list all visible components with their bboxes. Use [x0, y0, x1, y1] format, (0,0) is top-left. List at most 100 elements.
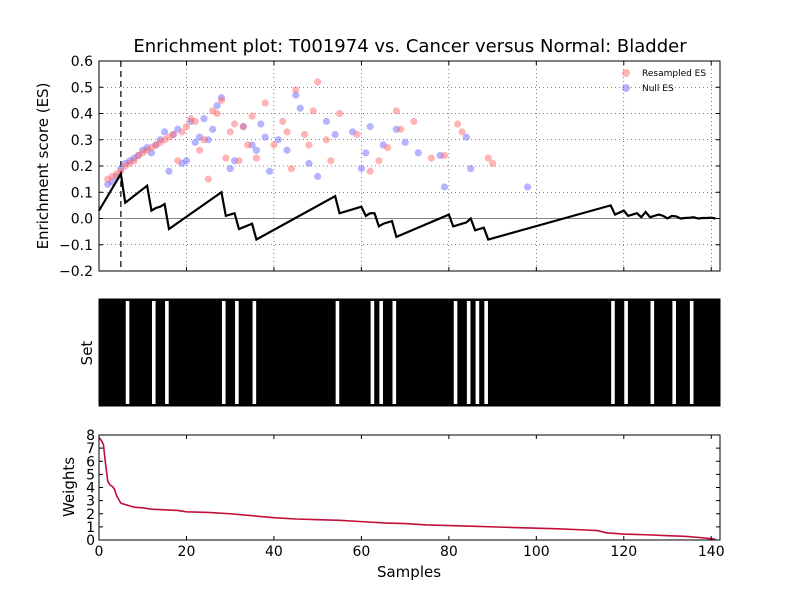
chart-title: Enrichment plot: T001974 vs. Cancer vers…	[133, 36, 687, 57]
resampled-es-point	[248, 112, 256, 120]
resampled-es-point	[226, 128, 234, 136]
null-es-point	[467, 165, 475, 173]
set-member-bar	[475, 301, 480, 404]
resampled-es-point	[454, 120, 462, 128]
resampled-es-point	[217, 96, 226, 104]
resampled-es-point	[353, 130, 361, 139]
set-member-bar	[466, 301, 471, 404]
resampled-es-point	[397, 125, 405, 133]
set-barcode-background	[98, 298, 721, 407]
null-es-point	[305, 159, 313, 167]
null-es-point	[209, 125, 217, 133]
null-es-point	[357, 165, 365, 173]
null-es-point	[213, 102, 221, 110]
samples-xtick-label: 0	[95, 544, 104, 560]
legend-resampled-marker	[622, 69, 630, 77]
samples-xtick-label: 20	[178, 544, 196, 560]
null-es-point	[274, 136, 282, 144]
null-es-point	[523, 183, 532, 191]
null-es-point	[331, 130, 339, 139]
null-es-point	[261, 133, 269, 141]
null-es-point	[440, 183, 449, 191]
resampled-es-point	[235, 157, 243, 165]
weights-line	[98, 437, 716, 541]
es-ytick-label: 0.0	[71, 212, 93, 228]
samples-xtick-label: 40	[265, 544, 283, 560]
null-es-point	[257, 120, 265, 128]
weights-ytick-label: 5	[86, 467, 95, 483]
null-es-point	[414, 149, 422, 157]
set-member-bar	[335, 301, 340, 404]
legend-null-label: Null ES	[642, 84, 674, 94]
es-ytick-label: 0.5	[71, 80, 93, 96]
null-es-point	[191, 138, 199, 146]
set-member-bar	[125, 301, 130, 404]
resampled-es-point	[222, 154, 230, 162]
null-es-point	[252, 146, 261, 154]
null-es-point	[160, 128, 169, 136]
weights-ytick-label: 0	[86, 533, 95, 549]
weights-axis-label: Weights	[60, 457, 78, 517]
weights-ytick-label: 3	[86, 494, 95, 510]
set-member-bar	[379, 301, 383, 404]
samples-xtick-label: 100	[523, 544, 550, 560]
resampled-es-point	[204, 175, 212, 183]
resampled-es-point	[458, 128, 466, 136]
es-running-sum-line	[98, 170, 716, 242]
weights-ytick-label: 7	[86, 441, 95, 457]
set-member-bar	[484, 301, 488, 404]
weights-ytick-label: 2	[86, 507, 95, 523]
resampled-es-point	[261, 99, 269, 107]
set-member-bar	[672, 301, 676, 404]
null-es-point	[265, 167, 274, 175]
set-member-bar	[151, 301, 156, 404]
resampled-es-point	[392, 107, 400, 115]
es-ytick-label: 0.3	[71, 133, 93, 149]
resampled-es-point	[300, 130, 309, 139]
weights-ytick-label: 1	[86, 520, 95, 536]
resampled-es-point	[117, 167, 125, 175]
null-es-point	[401, 138, 409, 146]
null-es-point	[322, 117, 331, 125]
null-es-point	[292, 91, 300, 99]
es-ytick-label: 0.2	[71, 159, 93, 175]
resampled-es-point	[335, 109, 344, 118]
resampled-es-point	[292, 86, 300, 94]
null-es-point	[200, 115, 208, 123]
samples-axis-label: Samples	[377, 563, 441, 581]
set-member-bar	[689, 301, 694, 404]
null-es-point	[226, 165, 234, 173]
resampled-es-point	[213, 109, 221, 118]
null-es-point	[283, 146, 291, 154]
set-member-bar	[221, 301, 226, 404]
resampled-es-point	[427, 154, 435, 162]
resampled-es-point	[252, 154, 261, 162]
set-barcode-panel: Set	[78, 298, 721, 407]
resampled-es-point	[174, 157, 182, 165]
es-ytick-label: −0.1	[59, 238, 93, 254]
null-es-point	[165, 167, 173, 175]
resampled-es-point	[169, 130, 177, 139]
null-es-point	[366, 123, 374, 131]
null-es-point	[314, 172, 322, 181]
resampled-es-point	[283, 128, 291, 136]
resampled-es-point	[309, 107, 317, 115]
resampled-es-point	[484, 154, 492, 162]
resampled-es-point	[270, 141, 278, 149]
es-axis-label: Enrichment score (ES)	[34, 83, 52, 250]
es-ytick-label: −0.2	[59, 264, 93, 280]
resampled-es-point	[384, 144, 392, 152]
es-ytick-label: 0.4	[71, 107, 93, 123]
legend-null-marker	[622, 84, 630, 92]
resampled-es-point	[314, 78, 322, 86]
samples-xtick-label: 120	[610, 544, 637, 560]
resampled-es-point	[488, 159, 497, 167]
set-member-bar	[392, 301, 397, 404]
resampled-es-point	[287, 165, 296, 173]
resampled-es-point	[239, 123, 247, 131]
set-member-bar	[165, 301, 169, 404]
resampled-es-point	[322, 136, 331, 144]
resampled-es-point	[200, 136, 208, 144]
